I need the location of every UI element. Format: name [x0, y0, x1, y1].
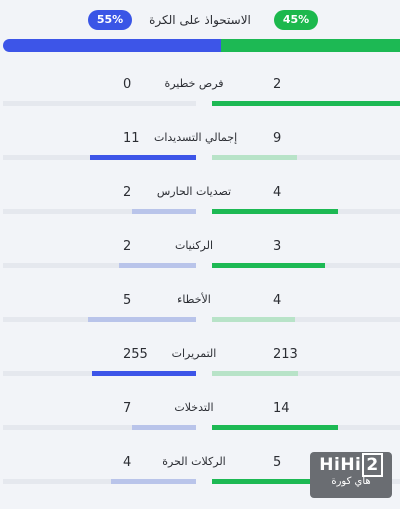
away-stat-bar: [3, 479, 196, 484]
home-stat-bar-fill: [212, 371, 299, 376]
home-stat-value: 2: [273, 77, 282, 92]
home-stat-bar: [212, 263, 400, 268]
away-stat-bar-fill: [132, 425, 196, 430]
possession-bar: [3, 39, 400, 52]
away-stat-value: 2: [123, 185, 132, 200]
away-stat-bar: [3, 425, 196, 430]
stat-label: الأخطاء: [177, 293, 211, 306]
stat-label: الركنيات: [174, 239, 214, 252]
home-stat-bar-fill: [212, 209, 338, 214]
away-stat-bar-fill: [91, 371, 196, 376]
stat-row: 7 التدخلات 14: [0, 401, 400, 455]
away-stat-bar: [3, 263, 196, 268]
home-stat-value: 9: [273, 131, 282, 146]
stat-label: التمريرات: [171, 347, 217, 360]
away-stat-value: 0: [123, 77, 132, 92]
home-stat-bar: [212, 479, 400, 484]
away-stat-value: 255: [123, 347, 148, 362]
stat-row: 5 الأخطاء 4: [0, 293, 400, 347]
home-stat-bar: [212, 371, 400, 376]
home-stat-value: 3: [273, 239, 282, 254]
stat-row: 11 إجمالي التسديدات 9: [0, 131, 400, 185]
home-stat-value: 213: [273, 347, 298, 362]
stat-label: التدخلات: [174, 401, 214, 414]
away-stat-bar: [3, 317, 196, 322]
away-stat-bar: [3, 155, 196, 160]
away-stat-bar-fill: [87, 317, 196, 322]
stat-label: الركلات الحرة: [162, 455, 226, 468]
away-stat-value: 4: [123, 455, 132, 470]
stat-label: تصديات الحارس: [156, 185, 232, 198]
away-stat-value: 5: [123, 293, 132, 308]
away-possession-segment: [3, 39, 222, 52]
home-stat-bar: [212, 317, 400, 322]
home-possession-pill: 45%: [274, 10, 318, 30]
watermark-tagline: هاي كورة: [331, 476, 371, 487]
stat-row: 255 التمريرات 213: [0, 347, 400, 401]
away-stat-bar-fill: [118, 263, 196, 268]
home-stat-bar-fill: [212, 425, 338, 430]
home-stat-bar: [212, 101, 400, 106]
home-possession-segment: [221, 39, 400, 52]
stat-row: 2 تصديات الحارس 4: [0, 185, 400, 239]
stat-label: فرص خطيرة: [164, 77, 224, 90]
stat-row: 4 الركلات الحرة 5: [0, 455, 400, 509]
home-stat-value: 14: [273, 401, 290, 416]
stat-row: 2 الركنيات 3: [0, 239, 400, 293]
away-stat-bar: [3, 101, 196, 106]
home-stat-bar-fill: [212, 101, 400, 106]
stat-label: إجمالي التسديدات: [154, 131, 238, 144]
away-stat-value: 11: [123, 131, 140, 146]
home-stat-bar: [212, 425, 400, 430]
home-stat-bar-fill: [212, 155, 297, 160]
away-stat-value: 2: [123, 239, 132, 254]
away-stat-bar-fill: [89, 155, 196, 160]
home-stat-value: 4: [273, 293, 282, 308]
hihi2-watermark-logo: HiHi 2 هاي كورة: [310, 452, 392, 498]
away-possession-pill: 55%: [88, 10, 132, 30]
away-stat-value: 7: [123, 401, 132, 416]
home-stat-value: 4: [273, 185, 282, 200]
stat-row: 0 فرص خطيرة 2: [0, 77, 400, 131]
home-stat-bar: [212, 209, 400, 214]
away-stat-bar: [3, 209, 196, 214]
watermark-brand: HiHi 2: [310, 453, 392, 477]
possession-title: الاستحواذ على الكرة: [149, 13, 251, 27]
away-stat-bar-fill: [111, 479, 196, 484]
away-stat-bar-fill: [132, 209, 196, 214]
away-stat-bar: [3, 371, 196, 376]
home-stat-bar: [212, 155, 400, 160]
home-stat-bar-fill: [212, 479, 318, 484]
home-stat-bar-fill: [212, 317, 295, 322]
home-stat-value: 5: [273, 455, 282, 470]
home-stat-bar-fill: [212, 263, 325, 268]
